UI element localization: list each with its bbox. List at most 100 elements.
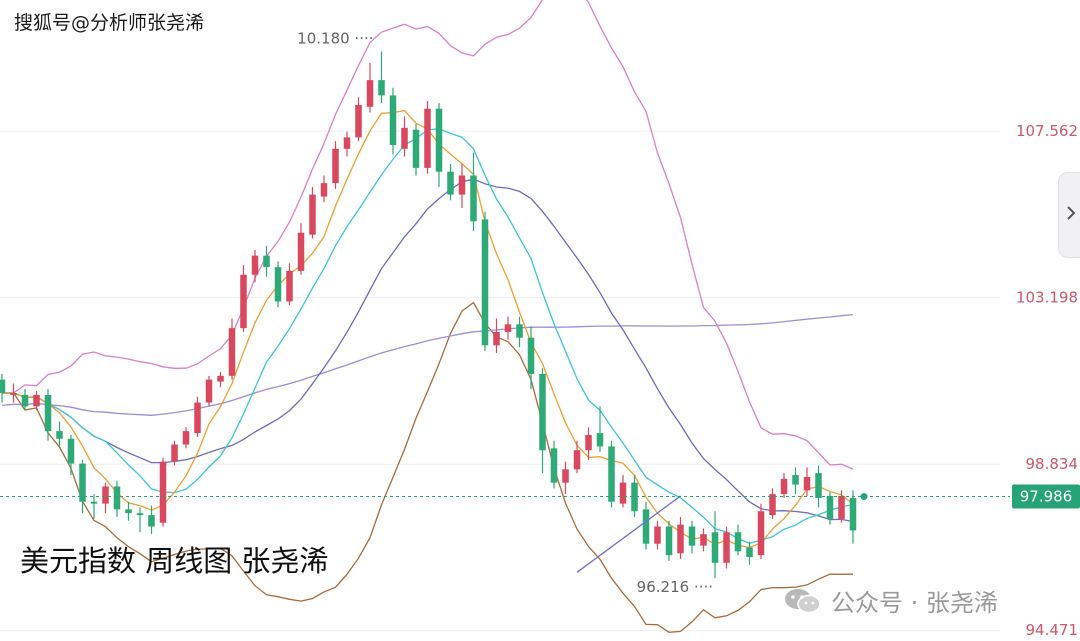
candle-body: [700, 534, 707, 546]
candle-body: [286, 270, 293, 302]
candle-body: [263, 255, 270, 268]
chart-caption: 美元指数 周线图 张尧浠: [20, 544, 329, 578]
candle-body: [125, 509, 132, 514]
last-price-tag: [1012, 484, 1080, 509]
candle-body: [33, 394, 40, 407]
candle-body: [366, 80, 374, 107]
candle-body: [711, 532, 719, 563]
trend-line: [576, 495, 681, 573]
candle-body: [435, 108, 443, 172]
candle-body: [10, 392, 17, 395]
y-axis-labels: 107.562 103.198 98.834 94.471: [1016, 122, 1078, 639]
candle-body: [481, 219, 489, 346]
chevron-right-icon: [1065, 205, 1077, 225]
bollinger-lower-line: [2, 301, 854, 633]
candle-body: [447, 171, 454, 195]
candle-body: [596, 433, 604, 447]
candle-body: [309, 194, 316, 235]
candle-body: [562, 469, 569, 483]
candle-body: [21, 394, 29, 407]
candle-body: [470, 175, 477, 222]
candle-body: [688, 526, 696, 546]
candle-body: [217, 375, 224, 382]
candle-body: [332, 148, 339, 184]
candle-body: [769, 494, 776, 516]
high-annotation: 10.180 ····: [297, 30, 373, 48]
candle-body: [113, 486, 121, 510]
candle-body: [228, 328, 236, 376]
candle-body: [171, 444, 178, 462]
candle-body: [734, 532, 742, 552]
fast-moving-average-line: [2, 109, 854, 549]
candle-body: [654, 526, 661, 544]
candle-body: [838, 496, 845, 519]
source-watermark: 搜狐号@分析师张尧浠: [14, 12, 205, 34]
candle-body: [90, 501, 98, 504]
candle-body: [205, 379, 213, 403]
low-annotation: 96.216 ····: [637, 578, 713, 596]
candle-body: [240, 274, 247, 329]
candle-body: [297, 232, 305, 271]
wechat-icon: [783, 586, 823, 616]
candle-body: [792, 475, 799, 485]
candle-body: [516, 324, 523, 338]
candle-body: [136, 513, 144, 516]
candle-body: [343, 137, 351, 149]
candle-body: [148, 515, 155, 527]
candle-body: [608, 446, 615, 502]
candle-body: [803, 476, 811, 491]
candle-body: [585, 434, 592, 451]
candle-body: [320, 183, 328, 197]
candle-body: [355, 104, 362, 138]
candle-body: [67, 438, 75, 464]
candle-body: [642, 509, 650, 544]
candle-body: [573, 450, 581, 470]
candle-body: [723, 532, 730, 563]
candle-body: [815, 473, 822, 498]
candle-body: [56, 431, 63, 439]
candle-body: [412, 129, 420, 168]
candles: [0, 51, 857, 579]
candle-body: [182, 431, 190, 445]
candle-body: [631, 482, 638, 512]
price-markers: 97.986 10.180 ···· 96.216 ····: [0, 30, 1080, 596]
candle-body: [401, 127, 408, 149]
candle-body: [746, 547, 753, 558]
candle-body: [849, 497, 857, 531]
candle-body: [504, 324, 512, 332]
candle-body: [79, 463, 86, 502]
expand-panel-button[interactable]: [1058, 172, 1080, 258]
y-tick-label: 107.562: [1016, 122, 1078, 140]
candle-body: [677, 524, 684, 554]
wechat-account-label: 公众号 · 张尧浠: [831, 589, 998, 617]
candle-body: [493, 331, 500, 346]
candle-body: [102, 486, 109, 504]
y-tick-label: 94.471: [1026, 621, 1079, 639]
candle-body: [159, 461, 167, 523]
candle-body: [194, 402, 201, 434]
candle-body: [274, 267, 282, 302]
candle-body: [780, 478, 788, 495]
long-moving-average-line: [1, 313, 854, 416]
candle-body: [378, 80, 385, 96]
y-tick-label: 98.834: [1026, 455, 1079, 473]
y-tick-label: 103.198: [1016, 289, 1078, 307]
slow-moving-average-line: [2, 178, 854, 523]
candle-body: [251, 255, 259, 275]
candle-body: [665, 526, 673, 556]
bollinger-upper-line: [2, 0, 854, 470]
candle-body: [757, 511, 765, 556]
candle-body: [44, 394, 52, 432]
candle-body: [0, 379, 6, 393]
candle-body: [424, 108, 431, 168]
grid-lines: [0, 130, 1000, 632]
candle-body: [550, 448, 558, 483]
candle-body: [826, 496, 834, 519]
wechat-watermark: 公众号 · 张尧浠: [783, 583, 998, 618]
candle-body: [619, 482, 627, 504]
candle-body: [539, 373, 546, 451]
last-price-dot: [860, 493, 868, 501]
mid-moving-average-line: [2, 128, 854, 544]
candle-body: [458, 175, 466, 195]
